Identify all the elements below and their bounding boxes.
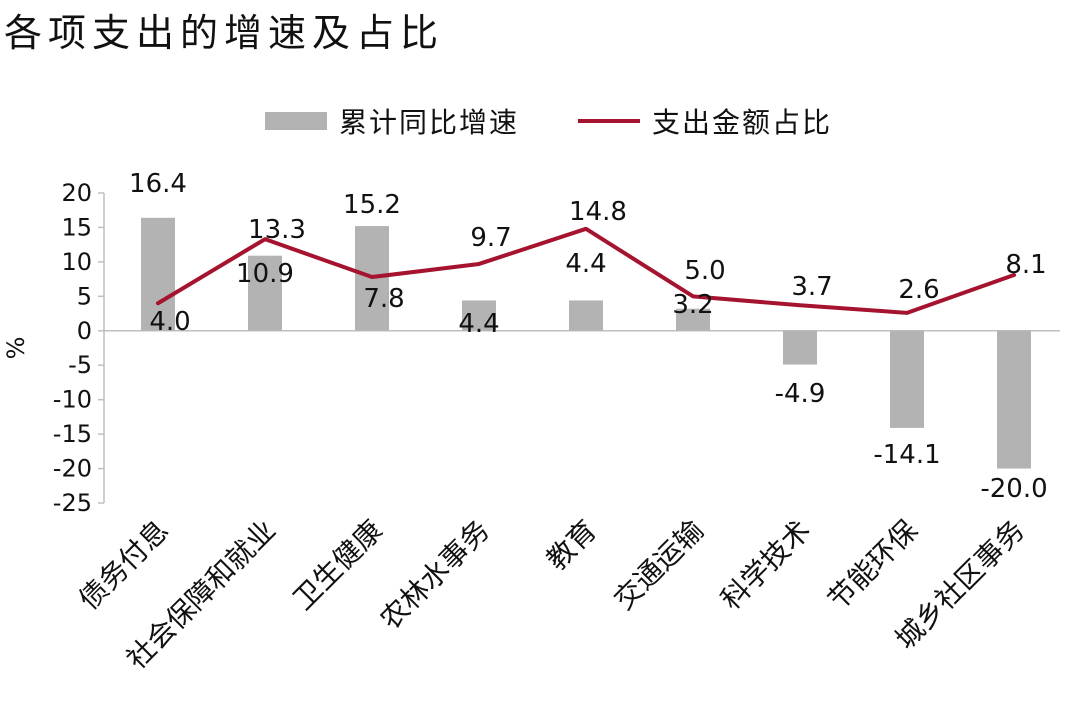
line-point-5 xyxy=(584,227,588,231)
line-label-9: 8.1 xyxy=(1005,250,1046,280)
line-point-8 xyxy=(905,311,909,315)
bar-1 xyxy=(141,217,175,331)
x-tick-label-6: 交通运输 xyxy=(607,514,710,617)
y-tick-label: -5 xyxy=(68,351,92,379)
line-label-7: 3.7 xyxy=(791,272,832,302)
line-label-2: 13.3 xyxy=(248,215,306,245)
y-tick-label: -10 xyxy=(53,386,92,414)
line-point-9 xyxy=(1012,273,1016,277)
line-label-3: 7.8 xyxy=(363,284,404,314)
bar-label-4: 4.4 xyxy=(458,309,499,339)
y-tick-label: 20 xyxy=(61,179,92,207)
bar-9 xyxy=(997,330,1031,469)
bar-label-1: 16.4 xyxy=(129,169,187,199)
line-label-6: 5.0 xyxy=(684,256,725,286)
bar-label-3: 15.2 xyxy=(343,190,401,220)
line-point-2 xyxy=(263,237,267,241)
y-tick-label: 10 xyxy=(61,248,92,276)
y-axis-label: % xyxy=(2,337,30,360)
y-tick-label: -15 xyxy=(53,420,92,448)
line-point-6 xyxy=(691,294,695,298)
bar-label-2: 10.9 xyxy=(236,259,294,289)
y-tick-label: -25 xyxy=(53,489,92,517)
bar-7 xyxy=(783,330,817,365)
bar-label-7: -4.9 xyxy=(775,379,826,409)
line-point-1 xyxy=(156,301,160,305)
bar-label-6: 3.2 xyxy=(672,290,713,320)
x-tick-label-4: 农林水事务 xyxy=(374,514,496,636)
y-tick-label: -20 xyxy=(53,455,92,483)
legend-line-label: 支出金额占比 xyxy=(652,106,832,139)
bar-label-8: -14.1 xyxy=(873,440,940,470)
bar-5 xyxy=(569,300,603,331)
bar-8 xyxy=(890,330,924,428)
x-tick-label-3: 卫生健康 xyxy=(286,514,389,617)
legend-bar-swatch xyxy=(265,112,327,130)
bar-2 xyxy=(248,255,282,331)
bar-4 xyxy=(462,300,496,331)
y-tick-label: 5 xyxy=(77,282,92,310)
line-label-4: 9.7 xyxy=(470,223,511,253)
y-tick-label: 15 xyxy=(61,213,92,241)
x-tick-label-1: 债务付息 xyxy=(72,514,175,617)
line-point-3 xyxy=(370,275,374,279)
x-tick-label-7: 科学技术 xyxy=(714,514,817,617)
bar-label-5: 4.4 xyxy=(565,249,606,279)
line-point-7 xyxy=(798,303,802,307)
bar-label-9: -20.0 xyxy=(980,474,1047,504)
bar-6 xyxy=(676,308,710,331)
line-label-8: 2.6 xyxy=(898,275,939,305)
line-label-5: 14.8 xyxy=(569,197,627,227)
y-tick-label: 0 xyxy=(77,317,92,345)
x-tick-label-8: 节能环保 xyxy=(821,514,924,617)
x-tick-label-5: 教育 xyxy=(540,514,603,577)
legend-bar-label: 累计同比增速 xyxy=(339,106,519,139)
line-label-1: 4.0 xyxy=(149,307,190,337)
line-point-4 xyxy=(477,262,481,266)
chart-title: 各项支出的增速及占比 xyxy=(4,11,445,55)
